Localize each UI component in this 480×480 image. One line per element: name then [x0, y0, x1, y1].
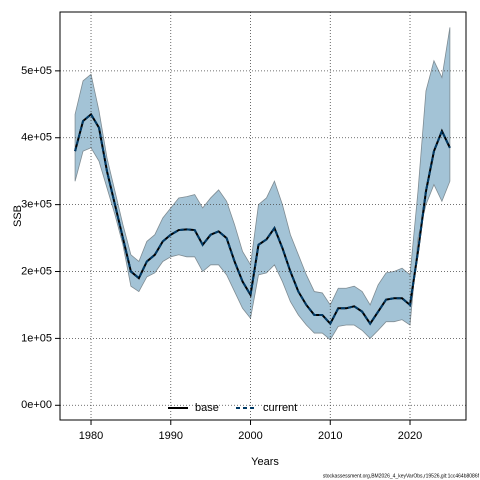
y-tick-label: 3e+05 [21, 199, 52, 211]
x-tick-label: 1990 [159, 430, 183, 442]
y-tick-label: 4e+05 [21, 132, 52, 144]
y-tick-label: 1e+05 [21, 332, 52, 344]
legend-label: current [263, 402, 297, 414]
confidence-band [74, 27, 451, 341]
footnote: stockassessment.org,BM2026_4_keyVarObs,r… [323, 473, 480, 479]
x-tick-label: 2000 [238, 430, 262, 442]
legend-label: base [195, 402, 219, 414]
y-tick-label: 5e+05 [21, 65, 52, 77]
plot-frame [59, 11, 467, 421]
y-tick-label: 2e+05 [21, 265, 52, 277]
x-axis-label: Years [251, 456, 279, 468]
y-tick-label: 0e+00 [21, 399, 52, 411]
x-tick-label: 1980 [79, 430, 103, 442]
x-tick-label: 2020 [398, 430, 422, 442]
series-line [74, 112, 451, 326]
x-tick-label: 2010 [318, 430, 342, 442]
y-axis-label: SSB [12, 205, 24, 227]
